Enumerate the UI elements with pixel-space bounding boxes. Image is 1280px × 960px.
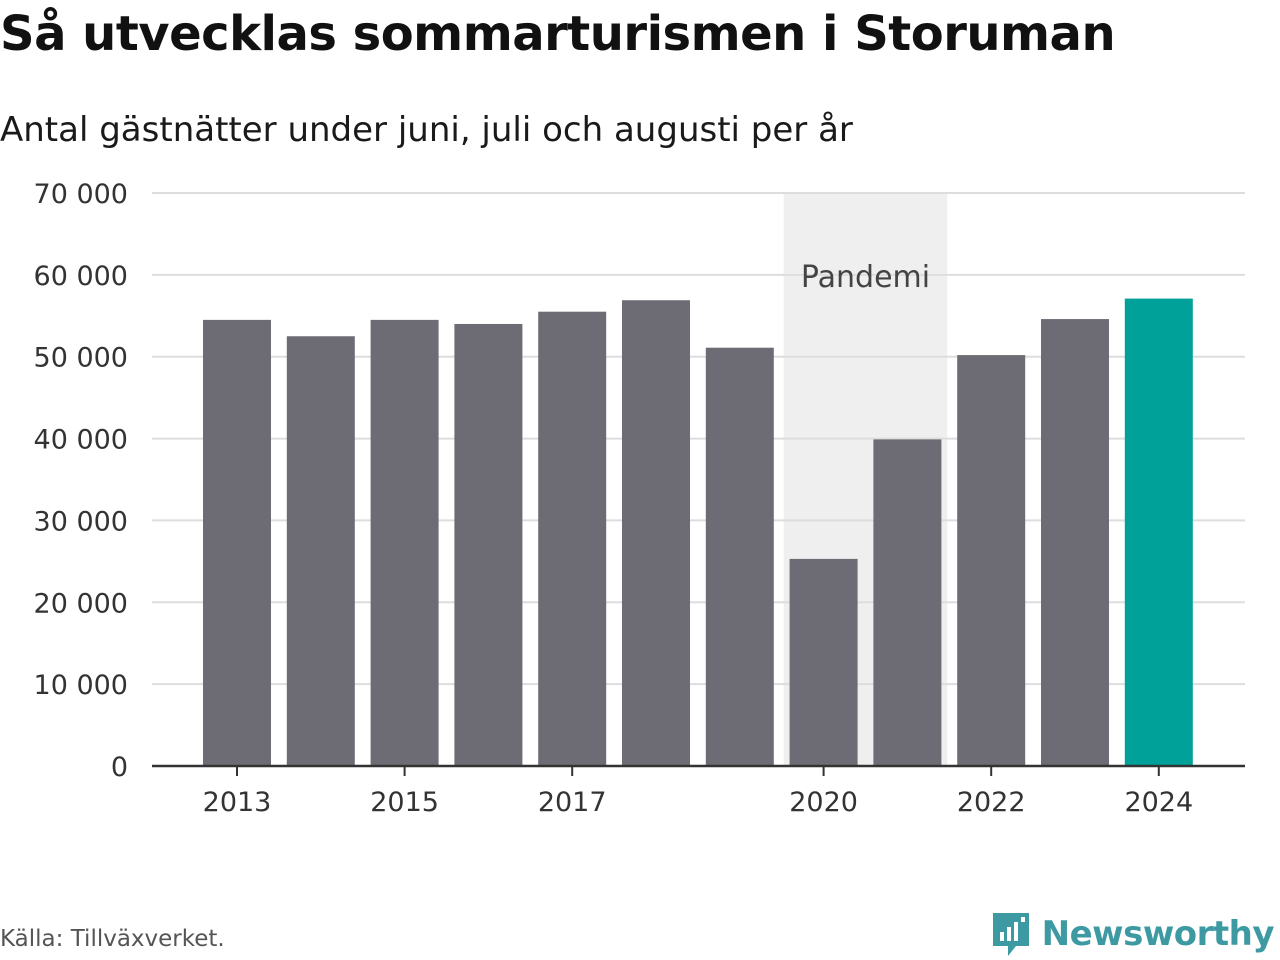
y-tick-label: 30 000 bbox=[34, 506, 128, 537]
source-note: Källa: Tillväxverket. bbox=[0, 926, 225, 952]
y-tick-label: 70 000 bbox=[34, 179, 128, 210]
chart-subtitle: Antal gästnätter under juni, juli och au… bbox=[0, 110, 853, 150]
bar-2017 bbox=[538, 311, 607, 766]
bar-2023 bbox=[1041, 319, 1109, 766]
y-tick-label: 10 000 bbox=[34, 670, 128, 701]
bar-2018 bbox=[622, 300, 690, 766]
bar-2015 bbox=[370, 319, 439, 766]
y-tick-label: 50 000 bbox=[34, 343, 128, 374]
y-tick-label: 40 000 bbox=[34, 425, 128, 456]
newsworthy-logo-icon bbox=[992, 913, 1029, 956]
x-tick-label: 2015 bbox=[370, 787, 439, 818]
bar-2024 bbox=[1124, 298, 1193, 766]
bar-2021 bbox=[873, 439, 942, 766]
pandemic-label: Pandemi bbox=[801, 260, 930, 295]
brand-name: Newsworthy bbox=[1041, 914, 1275, 954]
x-tick-label: 2022 bbox=[957, 787, 1026, 818]
bar-2022 bbox=[957, 355, 1026, 766]
brand-logo: Newsworthy bbox=[990, 910, 1275, 958]
bar-2013 bbox=[203, 319, 271, 766]
y-tick-label: 20 000 bbox=[34, 588, 128, 619]
x-tick-label: 2017 bbox=[538, 787, 607, 818]
chart-title: Så utvecklas sommarturismen i Storuman bbox=[0, 6, 1116, 62]
x-tick-label: 2020 bbox=[789, 787, 858, 818]
bar-2020 bbox=[789, 558, 858, 766]
bar-2019 bbox=[705, 347, 774, 766]
bar-2016 bbox=[454, 323, 523, 766]
bar-chart: 0 10 000 20 000 30 000 40 000 50 000 60 000 70 … bbox=[34, 179, 1245, 818]
y-tick-label: 60 000 bbox=[34, 261, 128, 292]
y-tick-label: 0 bbox=[111, 752, 128, 783]
bar-2014 bbox=[286, 336, 355, 766]
x-tick-label: 2024 bbox=[1124, 787, 1193, 818]
x-tick-label: 2013 bbox=[203, 787, 272, 818]
